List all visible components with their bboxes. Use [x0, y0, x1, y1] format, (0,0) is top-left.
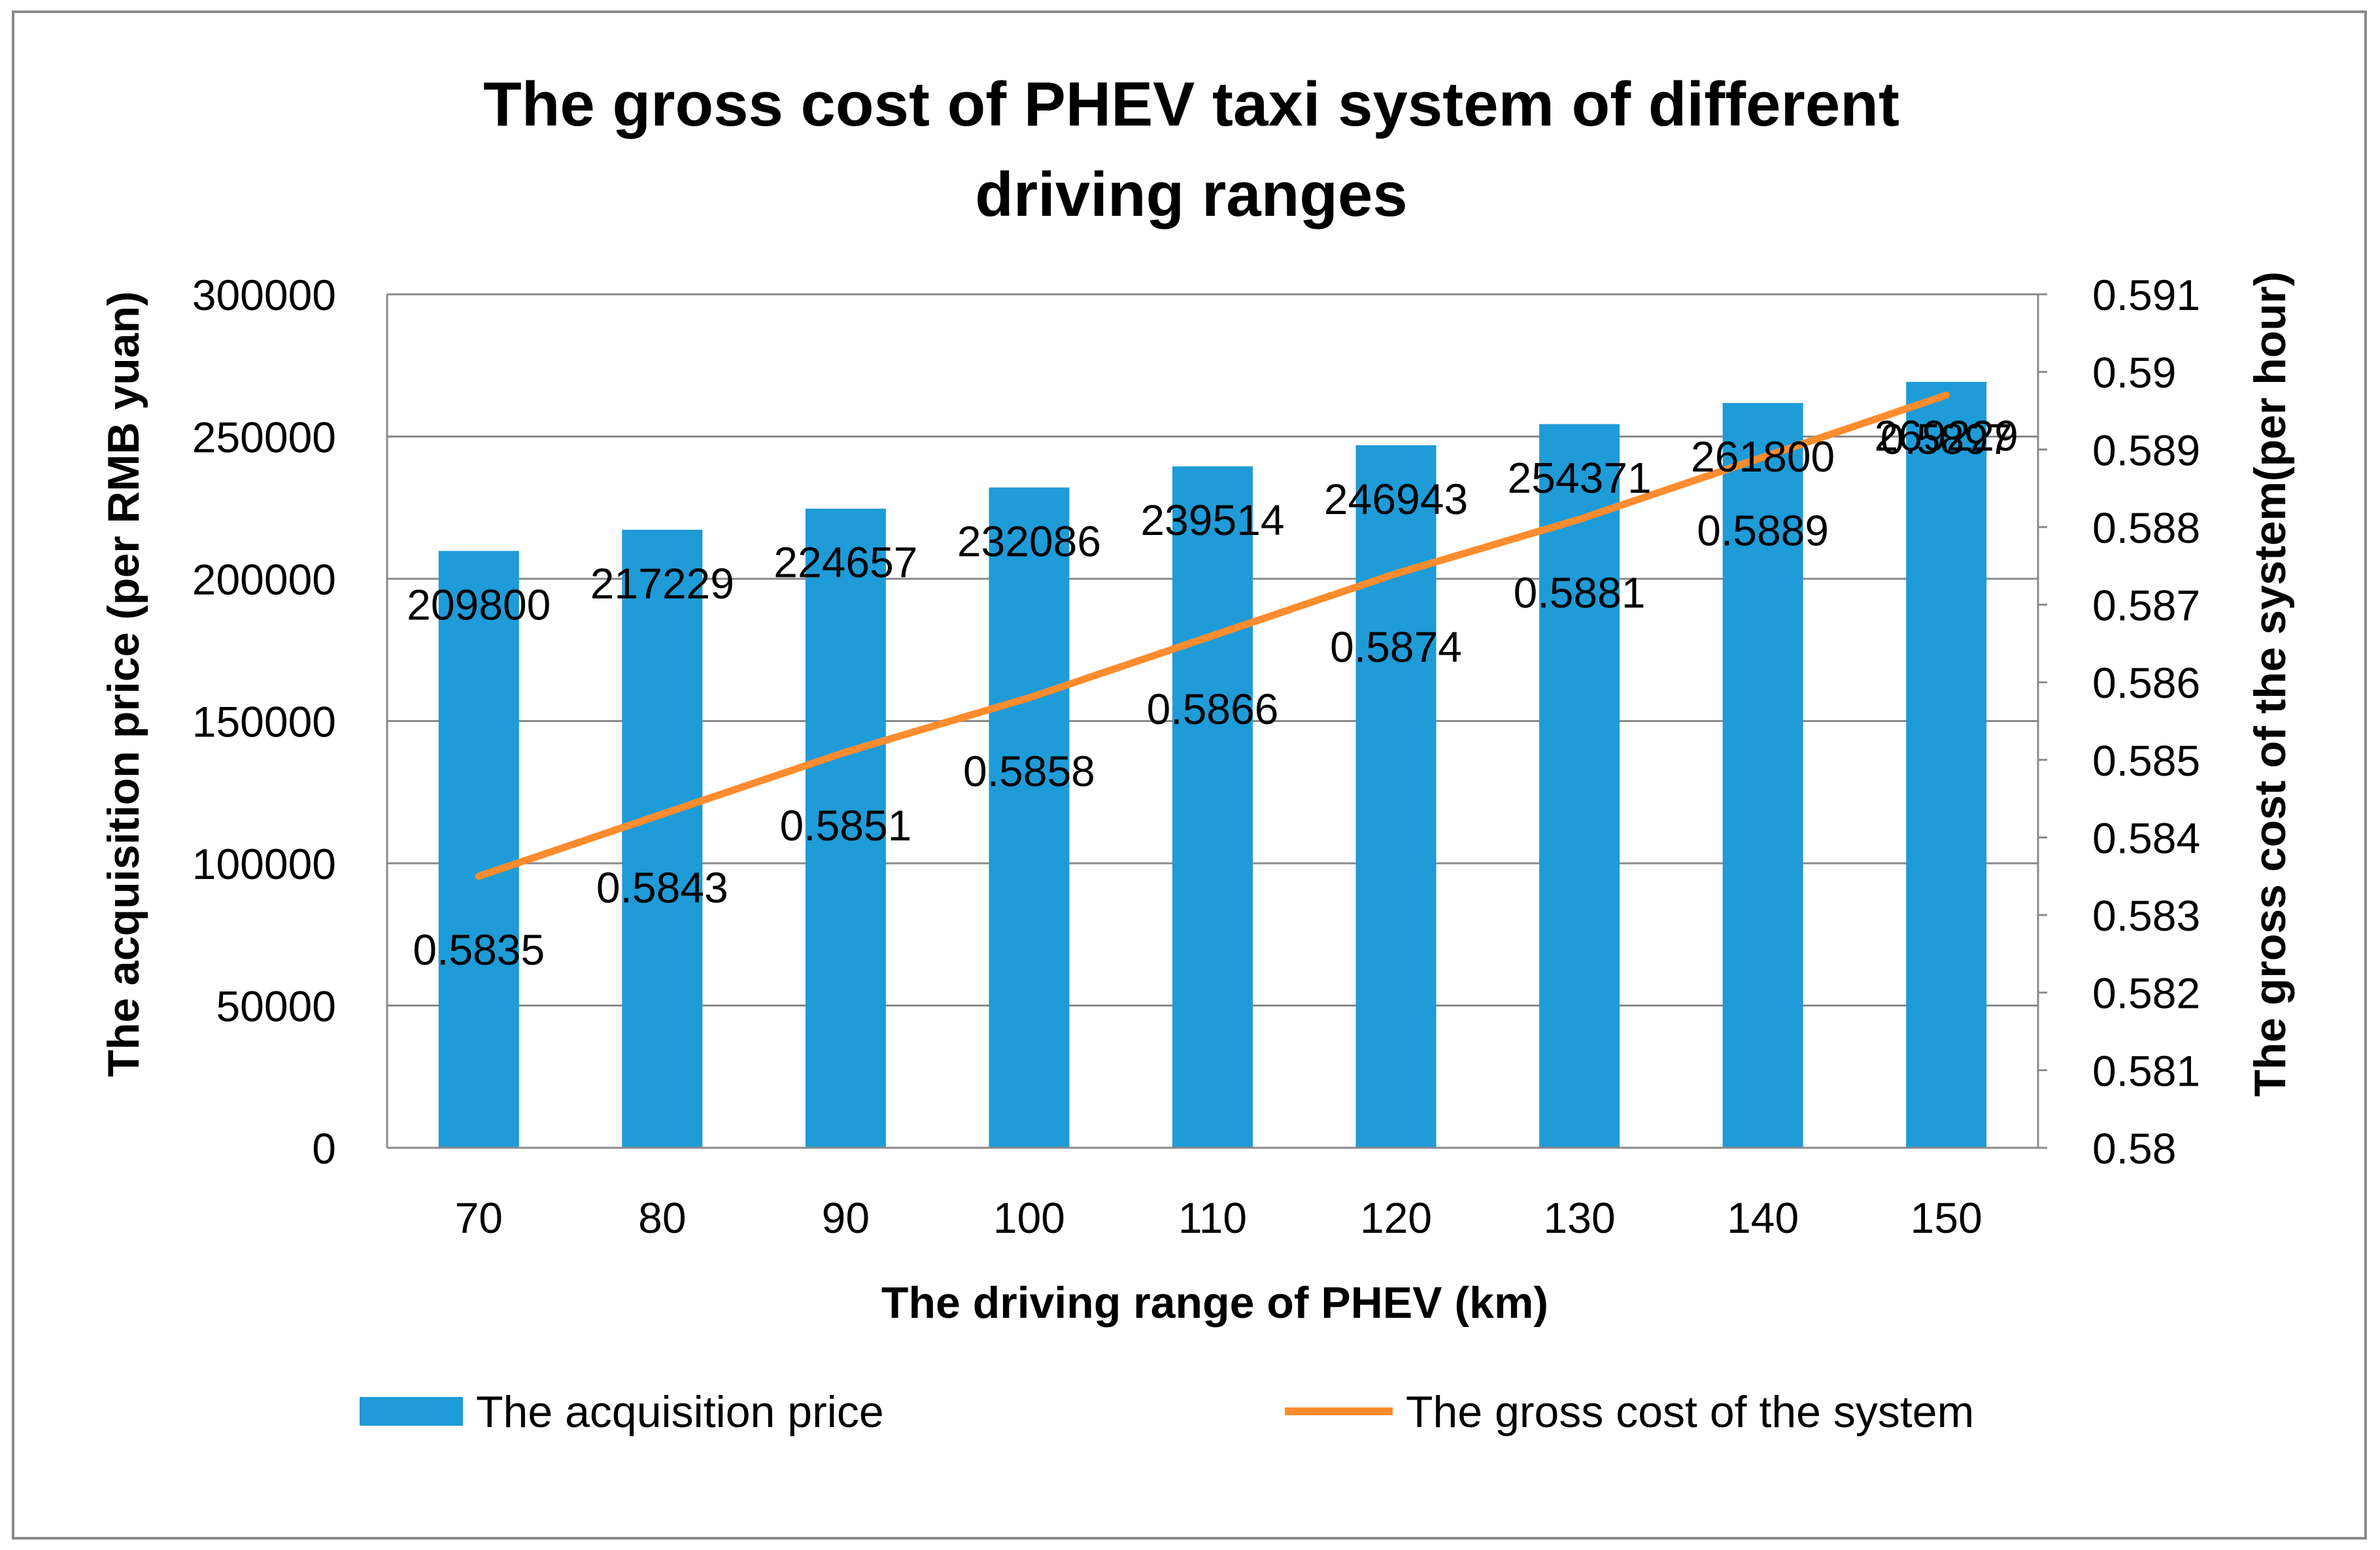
bar-data-label: 246943 — [1324, 475, 1468, 523]
bar — [622, 530, 703, 1148]
x-tick-label: 100 — [993, 1194, 1065, 1242]
bar-data-labels: 209800 217229 224657 232086 239514 246943 2543… — [407, 411, 2018, 629]
bar — [989, 487, 1070, 1148]
y2-tick-label: 0.591 — [2092, 271, 2200, 319]
bar — [1722, 403, 1803, 1148]
y-axis-label: The acquisition price (per RMB yuan) — [99, 291, 148, 1077]
x-tick-label: 140 — [1727, 1194, 1799, 1242]
bar — [1355, 445, 1436, 1148]
bar-series — [438, 381, 1987, 1148]
bar — [1172, 466, 1253, 1148]
y2-tick-label: 0.588 — [2092, 504, 2200, 552]
x-tick-label: 150 — [1911, 1194, 1982, 1242]
line-data-label: 0.5866 — [1147, 685, 1279, 733]
left-axis-ticks: 0 50000 100000 150000 200000 250000 300000 — [192, 271, 336, 1173]
line-data-label: 0.5874 — [1330, 623, 1462, 671]
x-tick-label: 130 — [1544, 1194, 1616, 1242]
y-tick-label: 300000 — [192, 271, 336, 319]
y-tick-label: 200000 — [192, 555, 336, 604]
y2-tick-label: 0.586 — [2092, 659, 2200, 707]
bar-data-label: 239514 — [1140, 496, 1284, 544]
y2-tick-label: 0.581 — [2092, 1046, 2200, 1095]
axes — [386, 293, 2047, 1149]
line-data-labels: 0.5835 0.5843 0.5851 0.5858 0.5866 0.5874 0.58… — [413, 415, 2012, 974]
chart-title-line-2: driving ranges — [975, 160, 1408, 230]
bar-data-label: 254371 — [1507, 453, 1651, 502]
x-tick-label: 90 — [822, 1194, 870, 1242]
y2-axis-label: The gross cost of the system(per hour) — [2245, 271, 2295, 1097]
legend-swatch-bar — [360, 1397, 463, 1426]
bar — [438, 551, 519, 1148]
line-data-label: 0.5851 — [779, 801, 911, 850]
y-tick-label: 150000 — [192, 698, 336, 746]
y2-tick-label: 0.589 — [2092, 426, 2200, 474]
line-data-label: 0.5843 — [596, 863, 728, 912]
y-tick-label: 50000 — [216, 982, 336, 1031]
line-data-label: 0.5858 — [963, 747, 1095, 795]
bar — [805, 508, 886, 1148]
line-data-label: 0.5835 — [413, 925, 545, 974]
bar-data-label: 269229 — [1875, 411, 2018, 460]
bar — [1906, 381, 1987, 1148]
bar-data-label: 224657 — [774, 538, 917, 587]
y2-tick-label: 0.583 — [2092, 891, 2200, 940]
line-data-label: 0.5881 — [1514, 568, 1646, 617]
y2-tick-label: 0.585 — [2092, 736, 2200, 785]
legend-label-line: The gross cost of the system — [1406, 1387, 1974, 1437]
y2-tick-label: 0.584 — [2092, 814, 2200, 862]
y2-tick-label: 0.582 — [2092, 969, 2200, 1018]
y2-tick-label: 0.587 — [2092, 581, 2200, 630]
x-tick-label: 120 — [1360, 1194, 1432, 1242]
x-axis-ticks: 70 80 90 100 110 120 130 140 150 — [455, 1194, 1982, 1242]
y2-tick-label: 0.59 — [2092, 349, 2176, 397]
x-tick-label: 80 — [638, 1194, 686, 1242]
y-tick-label: 0 — [312, 1124, 336, 1173]
y-tick-label: 100000 — [192, 840, 336, 888]
bar — [1539, 424, 1620, 1148]
bar-data-label: 209800 — [407, 580, 551, 629]
x-tick-label: 70 — [455, 1194, 503, 1242]
legend-label-bar: The acquisition price — [476, 1387, 884, 1437]
legend: The acquisition price The gross cost of … — [360, 1387, 1974, 1437]
line-data-label: 0.5889 — [1697, 506, 1829, 555]
x-axis-label: The driving range of PHEV (km) — [881, 1278, 1548, 1328]
gross-cost-line — [475, 391, 1950, 880]
y2-tick-label: 0.58 — [2092, 1124, 2176, 1173]
right-axis-ticks: 0.58 0.581 0.582 0.583 0.584 0.585 0.586 0.587 0… — [2092, 271, 2200, 1173]
x-tick-label: 110 — [1178, 1194, 1247, 1242]
y-tick-label: 250000 — [192, 413, 336, 462]
bar-data-label: 261800 — [1691, 432, 1835, 481]
line-data-label: 0.5897 — [1880, 415, 2013, 463]
bar-data-label: 217229 — [590, 559, 734, 608]
chart-title-line-1: The gross cost of PHEV taxi system of di… — [483, 69, 1899, 139]
line-series — [475, 391, 1950, 880]
bar-data-label: 232086 — [957, 517, 1101, 565]
